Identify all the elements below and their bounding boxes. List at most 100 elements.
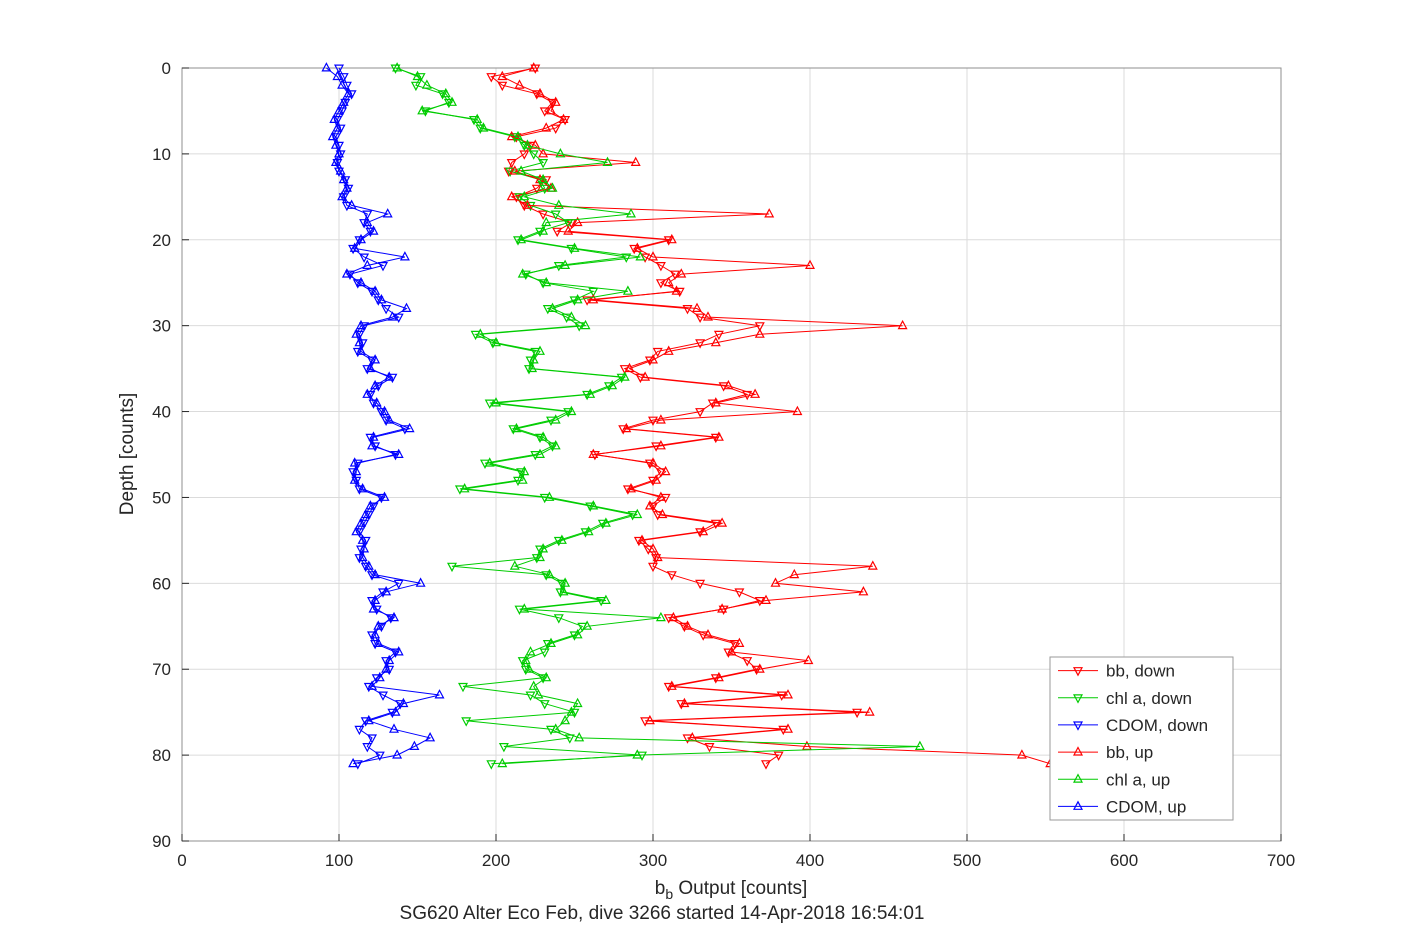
triangle-up-marker-icon [390,706,401,716]
triangle-up-marker-icon [572,216,583,227]
legend-entry-chl-a-down: chl a, down [1058,689,1192,708]
triangle-down-marker-icon [367,734,377,744]
triangle-down-marker-icon [538,210,549,220]
triangle-down-marker-icon [1073,721,1083,731]
triangle-up-marker-icon [519,603,530,613]
triangle-down-marker-icon [337,107,348,117]
triangle-up-marker-icon [897,319,908,330]
triangle-down-marker-icon [378,262,388,272]
triangle-down-marker-icon [550,210,561,220]
triangle-up-marker-icon [384,414,395,424]
triangle-up-marker-icon [338,96,349,106]
triangle-down-marker-icon [367,597,377,607]
triangle-up-marker-icon [517,268,528,278]
triangle-down-marker-icon [340,176,351,186]
triangle-down-marker-icon [484,399,495,409]
triangle-down-marker-icon [506,159,517,169]
triangle-up-marker-icon [349,457,360,467]
triangle-up-marker-icon [657,508,668,519]
triangle-up-marker-icon [379,405,390,416]
triangle-down-marker-icon [679,622,690,633]
triangle-down-marker-icon [469,116,479,126]
triangle-down-marker-icon [362,743,373,753]
triangle-down-marker-icon [486,760,497,770]
triangle-up-marker-icon [356,517,366,527]
triangle-up-marker-icon [789,568,800,579]
triangle-up-marker-icon [363,714,374,725]
triangle-down-marker-icon [367,631,377,641]
triangle-up-marker-icon [546,637,556,647]
triangle-up-marker-icon [655,440,666,450]
triangle-up-marker-icon [434,689,445,699]
triangle-up-marker-icon [519,190,530,201]
triangle-up-marker-icon [560,577,571,587]
triangle-up-marker-icon [754,663,765,673]
x-axis-label-subscript: b [665,885,674,902]
triangle-up-marker-icon [585,388,596,398]
triangle-up-marker-icon [676,268,687,278]
triangle-down-marker-icon [564,734,575,744]
triangle-down-marker-icon [352,279,363,289]
triangle-up-marker-icon [404,422,415,433]
triangle-down-marker-icon [359,322,370,332]
triangle-up-marker-icon [583,525,594,536]
triangle-down-marker-icon [360,536,371,547]
triangle-down-marker-icon [475,124,486,134]
legend-entry-chl-a-up: chl a, up [1058,770,1170,789]
triangle-up-marker-icon [520,654,531,665]
triangle-down-marker-icon [695,313,706,323]
triangle-down-marker-icon [524,365,534,375]
triangle-up-marker-icon [648,543,658,553]
triangle-up-marker-icon [538,173,549,184]
triangle-up-marker-icon [572,697,583,708]
triangle-up-marker-icon [370,568,381,579]
triangle-up-marker-icon [569,242,580,252]
triangle-up-marker-icon [440,87,451,98]
triangle-up-marker-icon [858,586,869,596]
triangle-up-marker-icon [417,105,428,115]
triangle-up-marker-icon [660,465,671,476]
triangle-down-marker-icon [695,408,706,418]
triangle-down-marker-icon [520,665,531,676]
triangle-up-marker-icon [541,276,552,287]
triangle-down-marker-icon [618,425,629,435]
triangle-up-marker-icon [626,483,636,493]
triangle-up-marker-icon [556,534,567,544]
triangle-down-marker-icon [535,176,545,186]
triangle-down-marker-icon [530,64,541,74]
series-line [326,67,440,765]
triangle-down-marker-icon [710,519,721,530]
triangle-down-marker-icon [761,760,771,770]
triangle-up-marker-icon [393,646,404,656]
triangle-up-marker-icon [547,302,558,312]
triangle-down-marker-icon [553,614,564,624]
triangle-down-marker-icon [670,270,680,280]
triangle-up-marker-icon [538,148,549,158]
triangle-down-marker-icon [381,305,392,315]
triangle-up-marker-icon [588,448,599,458]
triangle-up-marker-icon [538,431,549,441]
triangle-down-marker-icon [346,90,357,100]
triangle-up-marker-icon [351,525,362,536]
svg-text:500: 500 [953,851,981,870]
triangle-up-marker-icon [655,611,666,622]
triangle-down-marker-icon [447,562,457,573]
triangle-up-marker-icon [648,457,658,467]
triangle-down-marker-icon [652,347,663,358]
triangle-down-marker-icon [357,339,368,349]
triangle-up-marker-icon [541,122,552,132]
triangle-up-marker-icon [384,371,395,381]
triangle-down-marker-icon [539,648,550,658]
triangle-up-marker-icon [783,689,793,699]
triangle-up-marker-icon [607,379,618,390]
triangle-down-marker-icon [486,73,497,83]
triangle-down-marker-icon [367,287,377,298]
svg-text:60: 60 [152,574,171,593]
triangle-up-marker-icon [652,551,663,562]
series-line [500,67,1051,765]
triangle-up-marker-icon [864,706,875,716]
triangle-up-marker-icon [371,397,382,407]
triangle-down-marker-icon [368,502,379,512]
triangle-up-marker-icon [362,388,373,398]
triangle-up-marker-icon [399,251,410,261]
